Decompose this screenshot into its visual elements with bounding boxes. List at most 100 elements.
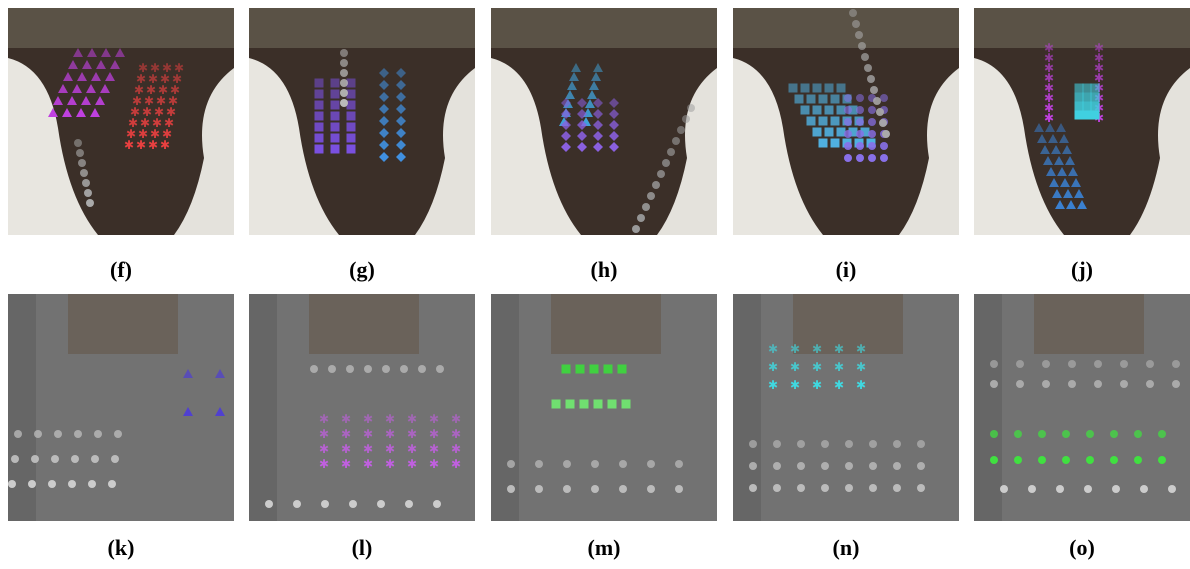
marker [642,203,650,211]
marker [856,94,864,102]
marker [917,440,925,448]
marker [1140,485,1148,493]
marker [662,159,670,167]
marker: ✱ [407,442,417,456]
panel-image [491,294,717,521]
marker: ✱ [856,342,866,356]
marker [1028,485,1036,493]
panel-label: (i) [836,257,857,282]
marker [801,106,810,115]
marker [687,104,695,112]
marker: ✱ [451,427,461,441]
marker [563,485,571,493]
marker [1000,485,1008,493]
marker [861,53,869,61]
marker: ✱ [341,442,351,456]
marker [331,90,340,99]
marker [773,484,781,492]
panel: ✱✱✱✱✱✱✱✱✱✱✱✱✱✱✱✱ [974,8,1190,235]
marker [682,115,690,123]
marker [879,119,887,127]
marker [869,462,877,470]
marker [590,365,599,374]
marker [340,59,348,67]
marker [856,106,864,114]
marker [882,130,890,138]
marker [831,95,840,104]
panel-image [733,8,959,235]
marker: ✱ [385,442,395,456]
marker [51,455,59,463]
marker [868,154,876,162]
marker: ✱ [136,138,146,152]
marker [1086,430,1094,438]
marker: ✱ [451,442,461,456]
marker [917,484,925,492]
marker [873,97,881,105]
marker [340,89,348,97]
marker [1068,380,1076,388]
marker [807,117,816,126]
marker [293,500,301,508]
marker: ✱ [385,427,395,441]
marker: ✱ [341,457,351,471]
marker [1172,360,1180,368]
panel-image [8,294,234,521]
marker [331,134,340,143]
marker [869,440,877,448]
marker [315,134,324,143]
marker: ✱ [812,360,822,374]
marker: ✱ [341,427,351,441]
marker [1075,111,1084,120]
marker [552,400,561,409]
marker [837,128,846,137]
marker [265,500,273,508]
marker: ✱ [319,457,329,471]
marker [436,365,444,373]
marker [1091,84,1100,93]
panel-label: (f) [110,257,132,282]
marker [990,360,998,368]
marker [844,154,852,162]
marker [1038,430,1046,438]
marker [78,159,86,167]
marker [48,480,56,488]
marker [594,400,603,409]
panel-image: ✱✱✱✱✱✱✱✱✱✱✱✱✱✱✱✱✱✱✱✱✱✱✱✱✱✱✱✱ [249,294,475,521]
marker [1014,430,1022,438]
marker: ✱ [407,427,417,441]
panel: ✱✱✱✱✱✱✱✱✱✱✱✱✱✱✱✱✱✱✱✱✱✱✱✱✱✱✱✱✱✱✱✱ [8,8,234,235]
marker [844,106,852,114]
marker [31,455,39,463]
marker [433,500,441,508]
marker [1172,380,1180,388]
marker [566,400,575,409]
road [491,8,717,48]
marker [795,95,804,104]
marker [1094,360,1102,368]
marker: ✱ [812,342,822,356]
marker: ✱ [768,360,778,374]
marker [1014,456,1022,464]
marker [591,485,599,493]
marker [1084,485,1092,493]
marker [819,139,828,148]
paving [793,294,903,354]
marker: ✱ [834,360,844,374]
marker: ✱ [768,378,778,392]
marker [347,123,356,132]
marker [382,365,390,373]
marker [647,460,655,468]
marker [813,106,822,115]
marker: ✱ [451,412,461,426]
marker [864,64,872,72]
marker [328,365,336,373]
marker [74,139,82,147]
paving [309,294,419,354]
marker [1038,456,1046,464]
panel-image: ✱✱✱✱✱✱✱✱✱✱✱✱✱✱✱✱ [974,8,1190,235]
marker [1083,93,1092,102]
marker [331,112,340,121]
marker [844,130,852,138]
marker [331,101,340,110]
